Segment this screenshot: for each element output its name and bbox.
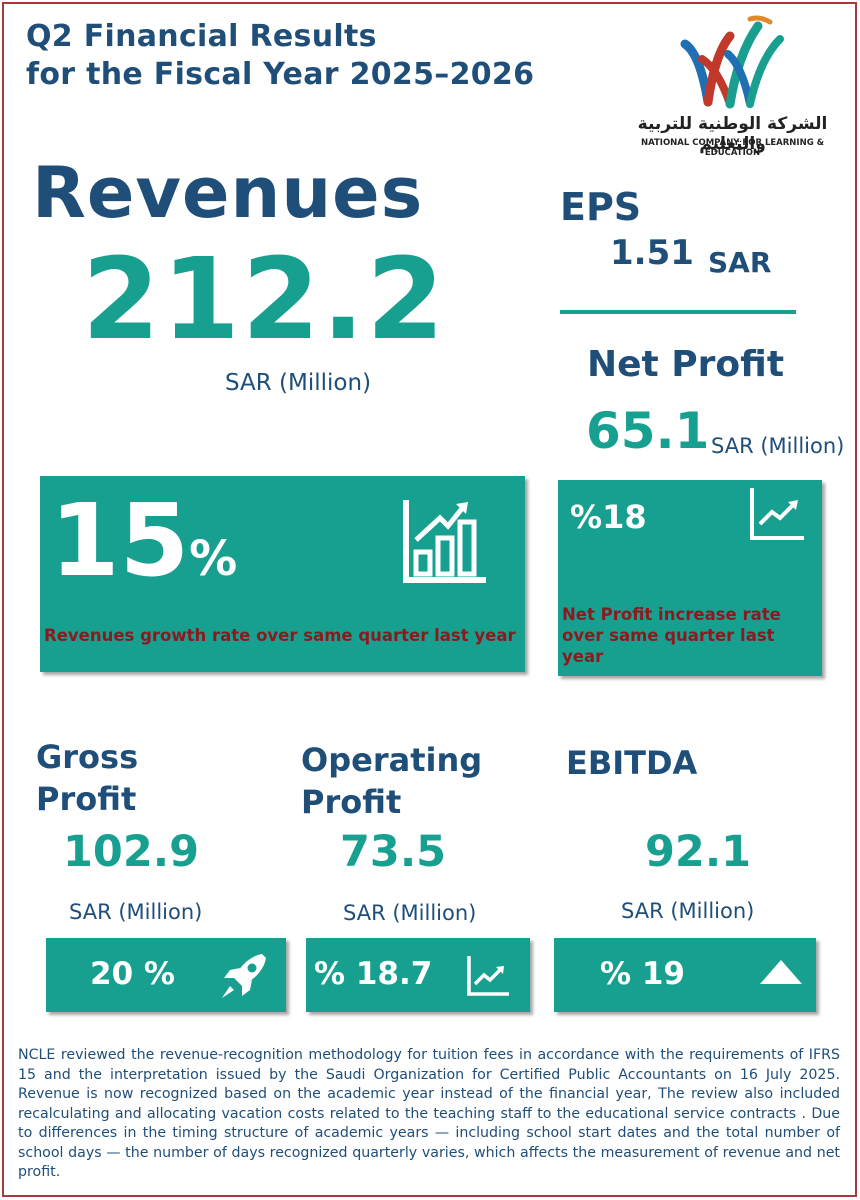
- eps-unit: SAR: [708, 246, 772, 279]
- operating-profit-change: % 18.7: [314, 956, 433, 992]
- company-logo: الشركة الوطنية للتربية والتعليم NATIONAL…: [625, 14, 840, 158]
- gross-profit-heading: Gross Profit: [36, 736, 138, 820]
- ebitda-unit: SAR (Million): [621, 899, 755, 923]
- eps-value: 1.51: [610, 233, 694, 273]
- net-profit-increase-rate: %18: [570, 498, 647, 536]
- logo-mark-icon: [680, 15, 784, 109]
- revenues-unit: SAR (Million): [225, 370, 372, 396]
- gross-profit-unit: SAR (Million): [69, 900, 203, 924]
- ebitda-change-card: % 19: [554, 938, 816, 1012]
- logo-arabic-name: الشركة الوطنية للتربية والتعليم: [637, 114, 828, 154]
- net-profit-heading: Net Profit: [587, 344, 785, 385]
- operating-profit-heading: Operating Profit: [301, 739, 482, 823]
- line-chart-up-icon: [466, 952, 512, 1002]
- net-profit-increase-caption: Net Profit increase rate over same quart…: [562, 605, 781, 666]
- net-profit-increase-card: %18 Net Profit increase rate over same q…: [558, 480, 822, 676]
- rocket-icon: [216, 948, 272, 1008]
- net-profit-unit: SAR (Million): [711, 434, 845, 458]
- eps-divider: [560, 310, 796, 314]
- revenue-growth-card: 15% Revenues growth rate over same quart…: [40, 476, 525, 672]
- bar-chart-growth-icon: [400, 496, 490, 590]
- title-line-1: Q2 Financial Results: [26, 19, 377, 54]
- ebitda-heading: EBITDA: [566, 744, 698, 782]
- net-profit-value: 65.1: [586, 402, 710, 460]
- revenue-growth-caption: Revenues growth rate over same quarter l…: [44, 626, 516, 645]
- methodology-footnote: NCLE reviewed the revenue-recognition me…: [18, 1047, 840, 1180]
- gross-profit-heading-line1: Gross: [36, 738, 139, 776]
- revenue-growth-rate: 15%: [50, 486, 237, 614]
- operating-profit-unit: SAR (Million): [343, 901, 477, 925]
- gross-profit-value: 102.9: [63, 827, 200, 877]
- operating-profit-value: 73.5: [340, 827, 447, 877]
- line-chart-up-icon: [748, 482, 808, 546]
- operating-profit-change-card: % 18.7: [306, 938, 530, 1012]
- triangle-up-icon: [758, 958, 804, 990]
- gross-profit-change-card: 20 %: [46, 938, 286, 1012]
- revenue-growth-value: 15: [50, 482, 190, 599]
- operating-profit-heading-line1: Operating: [301, 741, 483, 779]
- page-title: Q2 Financial Results for the Fiscal Year…: [26, 18, 534, 94]
- ebitda-value: 92.1: [645, 827, 752, 877]
- eps-heading: EPS: [560, 185, 642, 229]
- revenue-growth-sign: %: [189, 531, 238, 587]
- logo-english-name: NATIONAL COMPANY FOR LEARNING & EDUCATIO…: [640, 138, 825, 158]
- revenues-value: 212.2: [82, 235, 447, 365]
- gross-profit-heading-line2: Profit: [36, 780, 137, 818]
- gross-profit-change: 20 %: [90, 956, 175, 992]
- operating-profit-heading-line2: Profit: [301, 783, 402, 821]
- ebitda-change: % 19: [600, 956, 685, 992]
- title-line-2: for the Fiscal Year 2025–2026: [26, 57, 535, 92]
- revenues-heading: Revenues: [32, 152, 424, 234]
